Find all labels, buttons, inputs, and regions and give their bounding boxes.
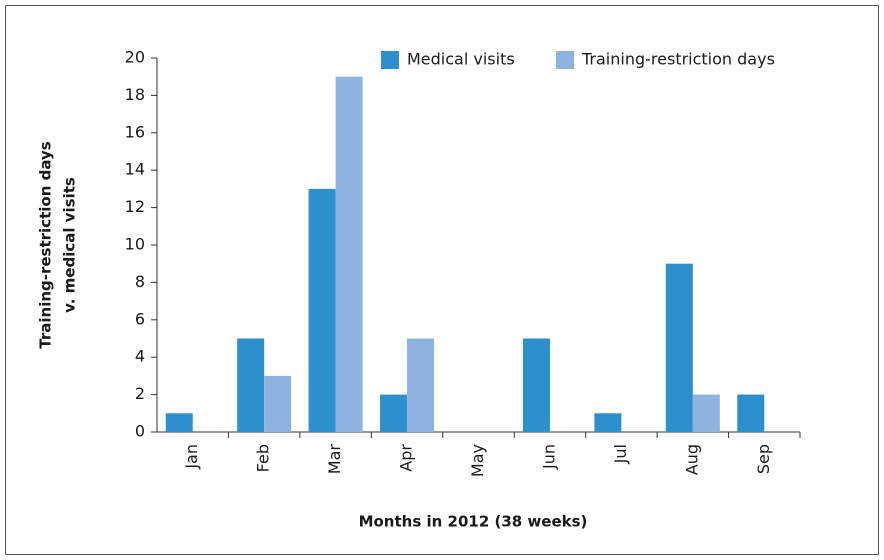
bar: [308, 188, 336, 432]
y-tick-label: 10: [125, 235, 145, 254]
bar: [264, 375, 292, 432]
bar: [237, 338, 265, 432]
legend-swatch: [556, 51, 574, 69]
y-tick-label: 8: [135, 272, 145, 291]
x-tick-label: Apr: [397, 444, 416, 472]
y-tick-label: 20: [125, 48, 145, 67]
bar: [594, 413, 622, 432]
x-tick-label: Feb: [254, 444, 273, 472]
legend-swatch: [381, 51, 399, 69]
y-tick-label: 14: [125, 160, 145, 179]
x-tick-label: Sep: [754, 444, 773, 474]
legend-label: Medical visits: [407, 50, 515, 69]
y-tick-label: 6: [135, 309, 145, 328]
bar: [692, 394, 720, 432]
x-tick-label: Jul: [611, 444, 630, 464]
bar: [335, 76, 363, 432]
bar: [665, 263, 693, 432]
x-tick-label: Jan: [182, 444, 201, 470]
legend-label: Training-restriction days: [581, 50, 775, 69]
y-tick-label: 0: [135, 422, 145, 441]
x-tick-label: May: [468, 444, 487, 477]
bar: [165, 413, 193, 432]
x-tick-label: Aug: [682, 444, 701, 475]
bar: [380, 394, 408, 432]
bar: [522, 338, 550, 432]
x-tick-label: Mar: [325, 444, 344, 475]
x-tick-label: Jun: [539, 444, 558, 470]
x-axis-title: Months in 2012 (38 weeks): [359, 513, 588, 531]
bar: [737, 394, 765, 432]
y-axis-title: v. medical visits: [61, 177, 79, 313]
y-tick-label: 16: [125, 122, 145, 141]
bar: [407, 338, 435, 432]
y-tick-label: 2: [135, 384, 145, 403]
y-axis-title: Training-restriction days: [37, 141, 55, 349]
y-tick-label: 4: [135, 347, 145, 366]
y-tick-label: 12: [125, 197, 145, 216]
y-tick-label: 18: [125, 85, 145, 104]
frame: [5, 5, 879, 555]
